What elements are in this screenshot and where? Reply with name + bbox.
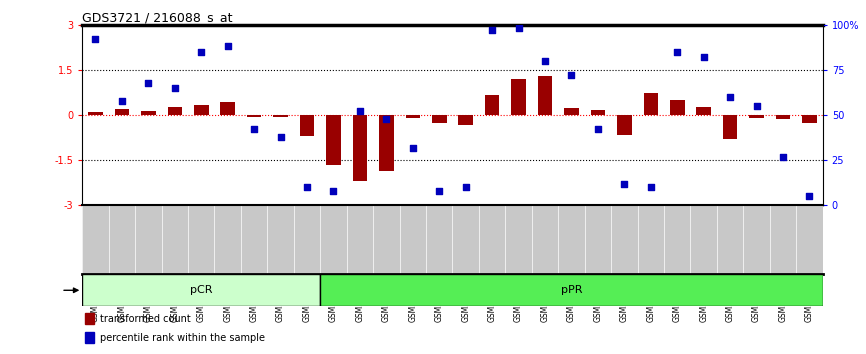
Point bbox=[617, 181, 631, 187]
Bar bbox=[85, 313, 94, 324]
Bar bbox=[320, 274, 823, 306]
Point bbox=[326, 188, 340, 194]
Point bbox=[379, 116, 393, 121]
Bar bbox=[405, 115, 420, 118]
Bar bbox=[167, 107, 182, 115]
Point bbox=[803, 193, 817, 199]
Bar bbox=[194, 105, 209, 115]
Point bbox=[168, 85, 182, 91]
Bar bbox=[591, 110, 605, 115]
Point bbox=[432, 188, 446, 194]
Bar bbox=[432, 115, 447, 124]
Point bbox=[697, 55, 711, 60]
Bar bbox=[379, 115, 394, 171]
Bar bbox=[485, 96, 500, 115]
Point bbox=[723, 94, 737, 100]
Text: percentile rank within the sample: percentile rank within the sample bbox=[100, 332, 266, 343]
Bar bbox=[696, 107, 711, 115]
Point bbox=[565, 73, 578, 78]
Point bbox=[538, 58, 552, 64]
Point bbox=[750, 103, 764, 109]
Point bbox=[274, 134, 288, 139]
Point bbox=[141, 80, 155, 85]
Point bbox=[115, 98, 129, 103]
Point bbox=[247, 127, 261, 132]
Point bbox=[88, 36, 102, 42]
Bar bbox=[723, 115, 738, 139]
Bar bbox=[221, 102, 235, 115]
Bar bbox=[643, 93, 658, 115]
Bar bbox=[776, 115, 791, 119]
Bar bbox=[670, 100, 684, 115]
Text: pCR: pCR bbox=[190, 285, 212, 295]
Bar bbox=[538, 76, 553, 115]
Bar bbox=[114, 109, 129, 115]
Bar bbox=[247, 115, 262, 117]
Point bbox=[194, 49, 208, 55]
Point bbox=[406, 145, 420, 150]
Text: transformed count: transformed count bbox=[100, 314, 191, 324]
Bar bbox=[749, 115, 764, 118]
Bar bbox=[88, 112, 103, 115]
Bar bbox=[802, 115, 817, 122]
Point bbox=[591, 127, 604, 132]
Point bbox=[221, 44, 235, 49]
Bar bbox=[458, 115, 473, 125]
Point bbox=[485, 27, 499, 33]
Point bbox=[776, 154, 790, 159]
Bar bbox=[326, 115, 340, 165]
Point bbox=[512, 25, 526, 31]
Bar bbox=[565, 108, 578, 115]
Point bbox=[644, 184, 658, 190]
Point bbox=[459, 184, 473, 190]
Text: GDS3721 / 216088_s_at: GDS3721 / 216088_s_at bbox=[82, 11, 233, 24]
Bar bbox=[617, 115, 631, 135]
Point bbox=[353, 109, 367, 114]
Bar bbox=[274, 115, 288, 116]
Bar bbox=[352, 115, 367, 181]
Bar bbox=[300, 115, 314, 136]
Text: pPR: pPR bbox=[560, 285, 582, 295]
Bar bbox=[511, 79, 526, 115]
Point bbox=[301, 184, 314, 190]
Point bbox=[670, 49, 684, 55]
Bar bbox=[141, 110, 156, 115]
Bar bbox=[85, 332, 94, 343]
Bar bbox=[82, 274, 320, 306]
